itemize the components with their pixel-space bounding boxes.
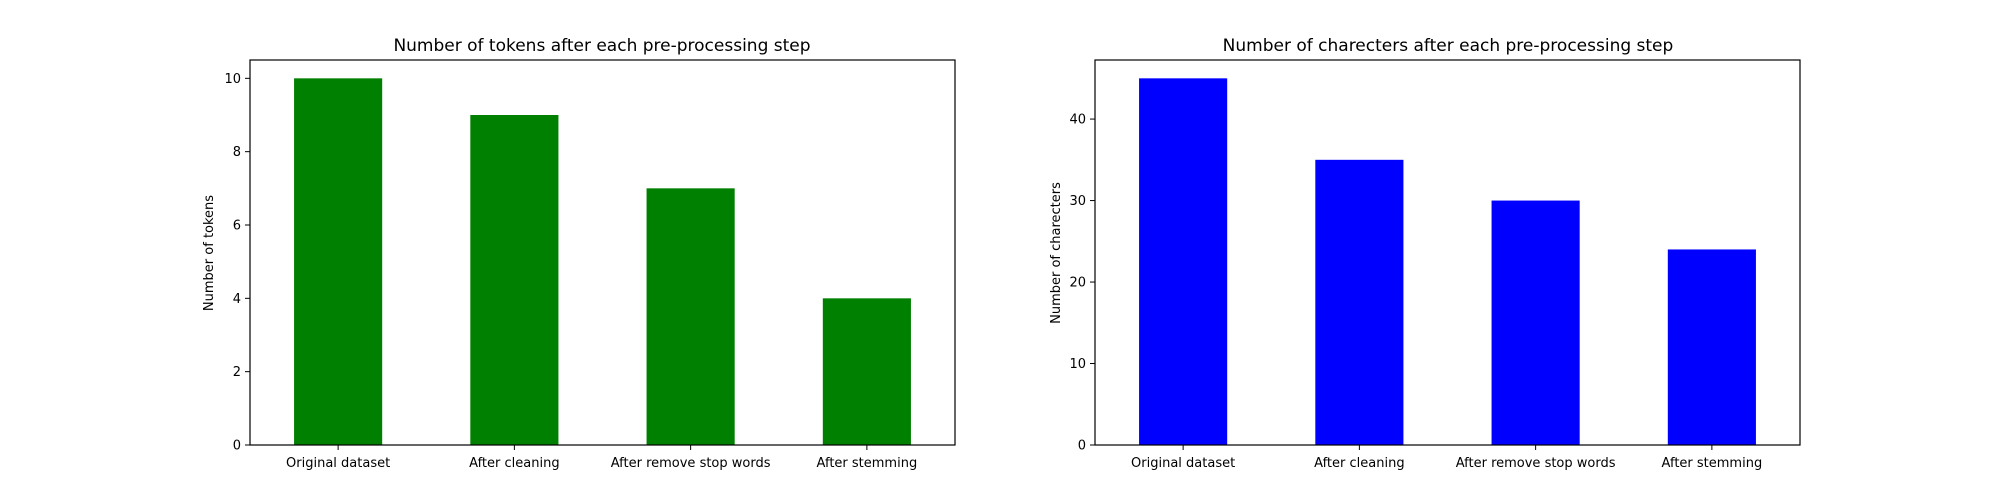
x-tick-label: After stemming bbox=[1662, 456, 1763, 471]
y-axis-label: Number of tokens bbox=[202, 195, 217, 311]
y-tick-label: 2 bbox=[233, 365, 241, 380]
plot-frame bbox=[1094, 59, 1801, 446]
chart-title: Number of charecters after each pre-proc… bbox=[1223, 36, 1674, 56]
y-axis-label: Number of charecters bbox=[1049, 182, 1064, 324]
x-tick-label: After remove stop words bbox=[611, 456, 771, 471]
bar bbox=[1667, 249, 1756, 445]
x-tick-label: After cleaning bbox=[1314, 456, 1404, 471]
y-tick-label: 30 bbox=[1069, 194, 1086, 209]
y-tick-label: 0 bbox=[233, 439, 241, 454]
x-tick-label: After stemming bbox=[817, 456, 918, 471]
bar bbox=[470, 115, 559, 445]
x-tick-label: Original dataset bbox=[286, 456, 390, 471]
characters-chart: Number of charecters after each pre-proc… bbox=[1049, 36, 1801, 471]
y-tick-label: 10 bbox=[1069, 357, 1086, 372]
y-tick-label: 8 bbox=[233, 145, 241, 160]
plot-frame bbox=[249, 59, 956, 446]
x-tick-label: After cleaning bbox=[469, 456, 559, 471]
x-tick-label: Original dataset bbox=[1131, 456, 1235, 471]
y-tick-label: 20 bbox=[1069, 276, 1086, 291]
bar bbox=[1491, 200, 1580, 445]
y-tick-label: 10 bbox=[224, 72, 241, 87]
x-tick-label: After remove stop words bbox=[1456, 456, 1616, 471]
y-tick-label: 0 bbox=[1078, 439, 1086, 454]
bar bbox=[1315, 159, 1404, 445]
tokens-chart: Number of tokens after each pre-processi… bbox=[202, 36, 956, 471]
bar bbox=[294, 78, 383, 445]
chart-title: Number of tokens after each pre-processi… bbox=[393, 36, 810, 56]
bar bbox=[822, 298, 911, 445]
bar bbox=[1139, 78, 1228, 445]
bar bbox=[646, 188, 735, 446]
y-tick-label: 6 bbox=[233, 219, 241, 234]
y-tick-label: 40 bbox=[1069, 113, 1086, 128]
y-tick-label: 4 bbox=[233, 292, 241, 307]
